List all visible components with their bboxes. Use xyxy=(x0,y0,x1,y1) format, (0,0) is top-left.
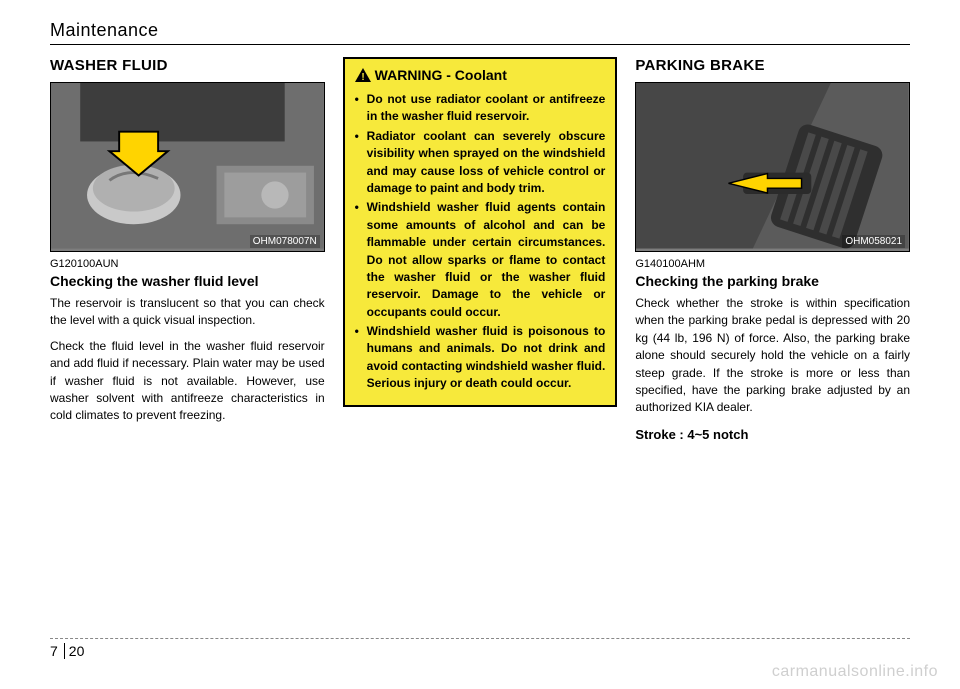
warning-item: Radiator coolant can severely obscure vi… xyxy=(355,128,606,198)
washer-subheading: Checking the washer fluid level xyxy=(50,273,325,289)
brake-code: G140100AHM xyxy=(635,258,910,270)
warning-title-suffix: Coolant xyxy=(455,67,507,83)
warning-title-prefix: WARNING - xyxy=(375,67,455,83)
warning-box: ! WARNING - Coolant Do not use radiator … xyxy=(343,57,618,407)
col-parking-brake: PARKING BRAKE xyxy=(635,57,910,442)
warning-heading: ! WARNING - Coolant xyxy=(355,67,606,85)
columns: WASHER FLUID OHM078007N G120100AUN Che xyxy=(50,57,910,442)
footer-page-number: 20 xyxy=(69,643,85,659)
brake-paragraph-1: Check whether the stroke is within speci… xyxy=(635,295,910,417)
footer-section-number: 7 xyxy=(50,643,65,659)
brake-figure: OHM058021 xyxy=(635,82,910,252)
page-content: Maintenance WASHER FLUID OHM078007N xyxy=(50,20,910,640)
col-warning: ! WARNING - Coolant Do not use radiator … xyxy=(343,57,618,442)
warning-item: Do not use radiator coolant or antifreez… xyxy=(355,91,606,126)
washer-section-heading: WASHER FLUID xyxy=(50,57,325,74)
brake-subheading: Checking the parking brake xyxy=(635,273,910,289)
brake-figure-svg xyxy=(636,83,909,249)
warning-item: Windshield washer fluid is poisonous to … xyxy=(355,323,606,393)
brake-figure-label: OHM058021 xyxy=(842,235,905,248)
col-washer-fluid: WASHER FLUID OHM078007N G120100AUN Che xyxy=(50,57,325,442)
washer-figure-label: OHM078007N xyxy=(250,235,320,248)
washer-paragraph-1: The reservoir is translucent so that you… xyxy=(50,295,325,330)
warning-list: Do not use radiator coolant or antifreez… xyxy=(355,91,606,393)
svg-text:!: ! xyxy=(361,72,364,82)
warning-icon: ! xyxy=(355,68,371,85)
washer-paragraph-2: Check the fluid level in the washer flui… xyxy=(50,338,325,425)
brake-stroke: Stroke : 4~5 notch xyxy=(635,427,910,442)
watermark: carmanualsonline.info xyxy=(772,663,938,681)
page-header-title: Maintenance xyxy=(50,20,910,45)
washer-figure: OHM078007N xyxy=(50,82,325,252)
brake-section-heading: PARKING BRAKE xyxy=(635,57,910,74)
washer-figure-svg xyxy=(51,83,324,249)
warning-item: Windshield washer fluid agents contain s… xyxy=(355,199,606,321)
washer-code: G120100AUN xyxy=(50,258,325,270)
footer-pagenum: 720 xyxy=(50,638,910,661)
